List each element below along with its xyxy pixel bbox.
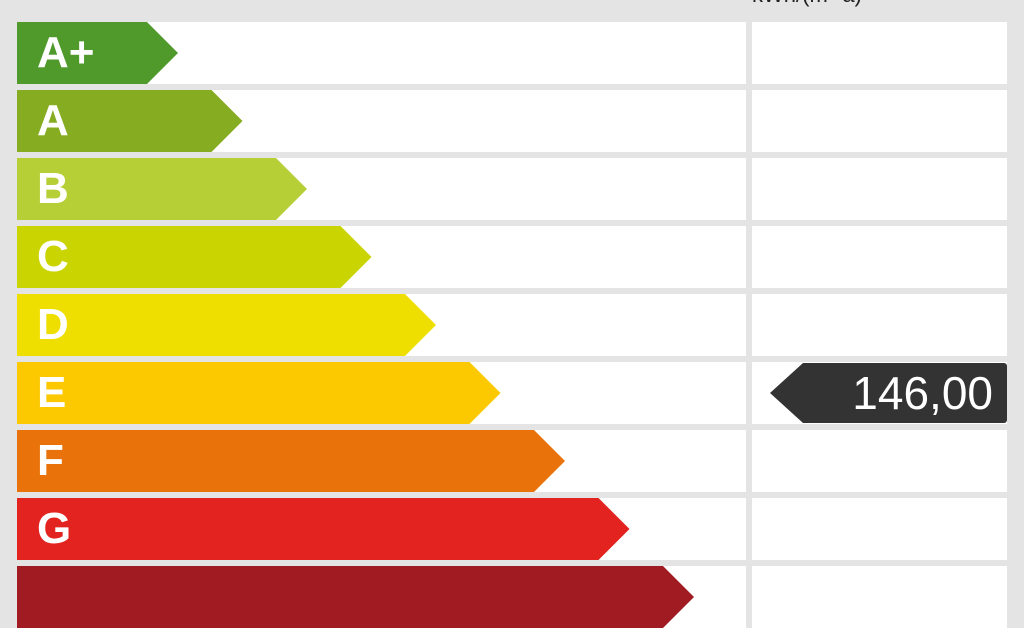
rating-row: C	[17, 226, 746, 288]
rating-arrow-f: F	[17, 430, 565, 492]
rating-row: E	[17, 362, 746, 424]
rating-row: A	[17, 90, 746, 152]
rating-row: B	[17, 158, 746, 220]
rating-row: A+	[17, 22, 746, 84]
rating-arrow-h	[17, 566, 694, 628]
rating-row: G	[17, 498, 746, 560]
rating-arrow-d: D	[17, 294, 436, 356]
rating-arrow-a-plus: A+	[17, 22, 178, 84]
rating-row	[17, 566, 746, 628]
value-cell	[752, 158, 1007, 220]
value-cell	[752, 430, 1007, 492]
rating-arrow-b: B	[17, 158, 307, 220]
rating-arrow-a: A	[17, 90, 243, 152]
rating-row: F	[17, 430, 746, 492]
rating-value-badge: 146,00	[770, 363, 1007, 423]
value-cell	[752, 22, 1007, 84]
rating-arrow-c: C	[17, 226, 372, 288]
value-cell	[752, 498, 1007, 560]
value-cell	[752, 294, 1007, 356]
unit-label: kWh/(m²·a)	[752, 0, 902, 8]
rating-arrow-g: G	[17, 498, 630, 560]
value-cell	[752, 226, 1007, 288]
rating-row: D	[17, 294, 746, 356]
rating-arrow-e: E	[17, 362, 501, 424]
value-cell	[752, 566, 1007, 628]
value-cell	[752, 90, 1007, 152]
